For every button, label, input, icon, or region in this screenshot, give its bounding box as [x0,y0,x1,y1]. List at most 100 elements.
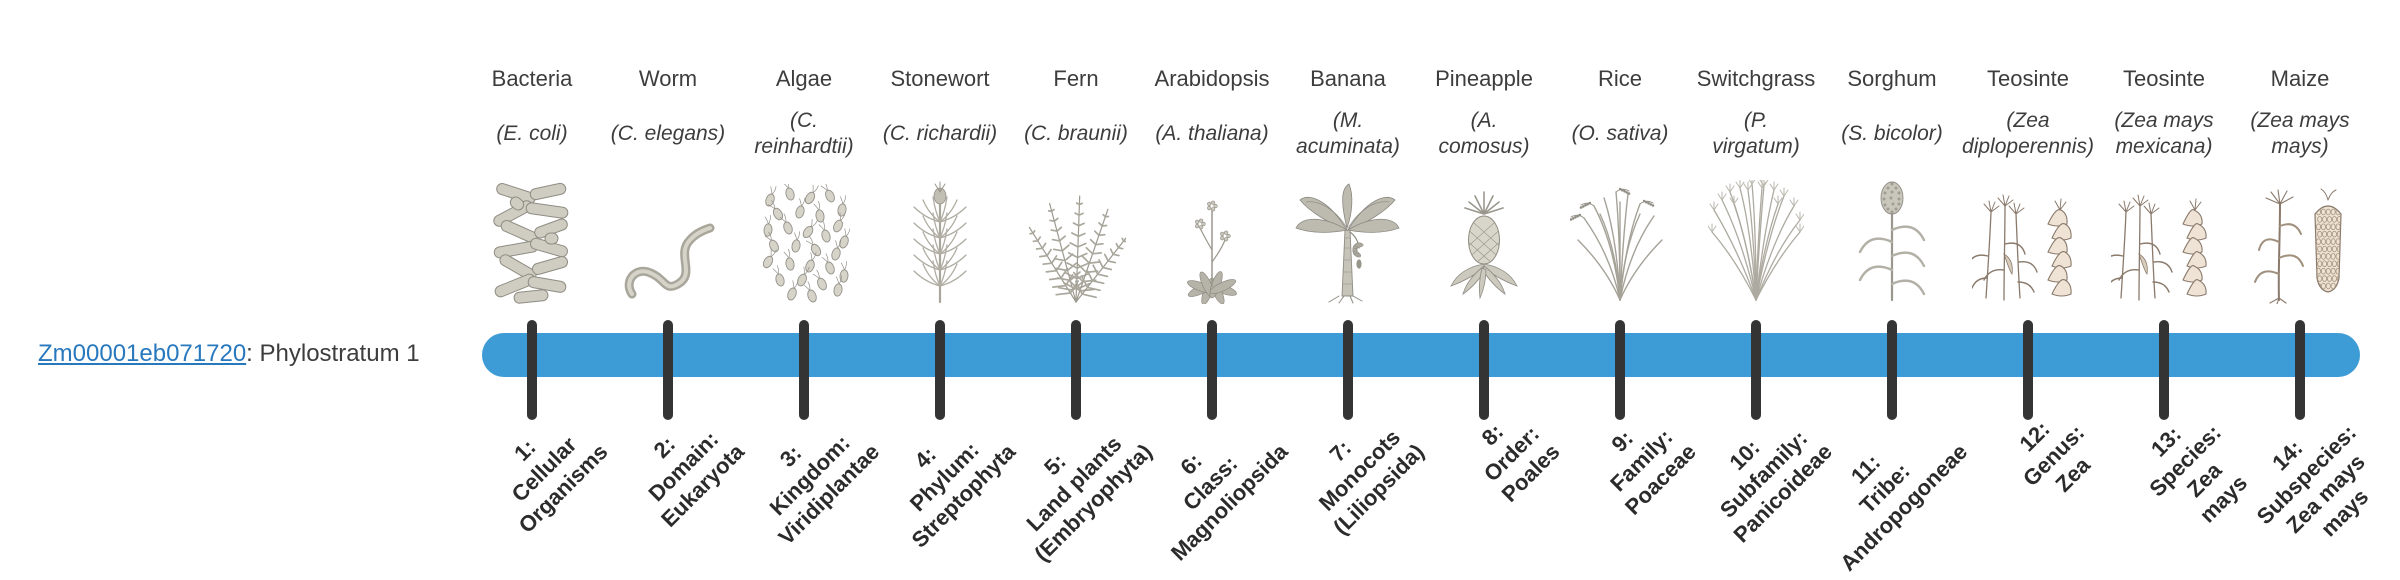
organism-name: Rice [1597,66,1642,91]
species-line: (Zea [2006,109,2050,132]
organism-species: (P. virgatum) [1676,102,1836,166]
species-line: (Zea mays [2250,109,2350,132]
organism-column: Bacteria (E. coli) [462,0,602,312]
stage-label: 6: Class: Magnoliopsida [1127,400,1293,566]
stage-label: 1: Cellular Organisms [475,400,614,539]
organism-species: (C. braunii) [996,102,1156,166]
species-line: (P. [1743,109,1769,132]
organism-species: (Zea diploperennis) [1948,102,2108,166]
banana-icon [1278,170,1418,304]
organism-species: (A. thaliana) [1132,102,1292,166]
organism-column: Fern (C. braunii) [1006,0,1146,312]
species-line: mexicana) [2115,135,2213,158]
organism-name: Sorghum [1847,66,1937,91]
organism-column: Banana (M. acuminata) [1278,0,1418,312]
gene-caption: Zm00001eb071720: Phylostratum 1 [38,340,420,368]
species-line: (C. braunii) [1024,122,1128,145]
species-line: (Zea mays [2114,109,2214,132]
organism-species: (C. elegans) [588,102,748,166]
species-line: (A. thaliana) [1155,122,1269,145]
stage-label: 7: Monocots (Liliopsida) [1289,400,1429,540]
timeline-tick [935,320,945,420]
organism-name: Bacteria [491,66,573,91]
species-line: reinhardtii) [754,135,854,158]
organism-name: Arabidopsis [1154,66,1270,91]
organism-column: Maize (Zea mays mays) [2230,0,2370,312]
organism-name: Banana [1310,66,1386,91]
species-line: (M. [1332,109,1364,132]
species-line: (C. elegans) [610,122,726,145]
organism-column: Arabidopsis (A. thaliana) [1142,0,1282,312]
organism-species: (S. bicolor) [1812,102,1972,166]
timeline-tick [2295,320,2305,420]
organism-species: (Zea mays mexicana) [2084,102,2244,166]
timeline-tick [527,320,537,420]
gene-link[interactable]: Zm00001eb071720 [38,340,247,367]
stage-label: 5: Land plants (Embryophyta) [990,400,1157,567]
species-line: (O. sativa) [1571,122,1669,145]
organism-column: Teosinte (Zea mays mexicana) [2094,0,2234,312]
organism-name: Maize [2270,66,2330,91]
species-line: (S. bicolor) [1841,122,1943,145]
organism-species: (M. acuminata) [1268,102,1428,166]
timeline-tick [2159,320,2169,420]
stage-label: 8: Order: Poales [1458,400,1565,507]
organism-species: (C. richardii) [860,102,1020,166]
timeline-tick [2023,320,2033,420]
organism-column: Teosinte (Zea diploperennis) [1958,0,2098,312]
maize-icon [2230,170,2370,304]
organism-name: Algae [775,66,833,91]
stage-label: 14: Subspecies: Zea mays mays [2232,400,2400,568]
stage-label: 12: Genus: Zea [1998,400,2109,511]
teosinte-mexicana-icon [2094,170,2234,304]
species-line: diploperennis) [1962,135,2094,158]
timeline-tick [1343,320,1353,420]
organism-species: (E. coli) [452,102,612,166]
organism-name: Pineapple [1435,66,1533,91]
species-line: virgatum) [1712,135,1800,158]
bacteria-icon [462,170,602,304]
pineapple-icon [1414,170,1554,304]
timeline-tick [1887,320,1897,420]
timeline-tick [799,320,809,420]
organism-column: Switchgrass (P. virgatum) [1686,0,1826,312]
species-line: mays) [2271,135,2329,158]
stage-label: 11: Tribe: Andropogoneae [1797,400,1974,577]
organism-name: Teosinte [1987,66,2069,91]
stage-label: 4: Phylum: Streptophyta [868,400,1021,553]
switchgrass-icon [1686,170,1826,304]
stage-label: 3: Kingdom: Viridiplantae [735,400,885,550]
timeline-tick [1615,320,1625,420]
timeline-tick [1479,320,1489,420]
species-line: (E. coli) [496,122,568,145]
organism-name: Switchgrass [1696,66,1816,91]
stonewort-icon [870,170,1010,304]
teosinte-diploperennis-icon [1958,170,2098,304]
sorghum-icon [1822,170,1962,304]
organism-species: (A. comosus) [1404,102,1564,166]
rice-icon [1550,170,1690,304]
organism-species: (Zea mays mays) [2220,102,2380,166]
organism-name: Worm [638,66,698,91]
organism-column: Pineapple (A. comosus) [1414,0,1554,312]
organism-column: Algae (C. reinhardtii) [734,0,874,312]
species-line: (C. richardii) [882,122,998,145]
species-line: (A. [1470,109,1498,132]
stage-label: 9: Family: Poaceae [1581,400,1701,520]
organism-column: Sorghum (S. bicolor) [1822,0,1962,312]
organism-column: Rice (O. sativa) [1550,0,1690,312]
organism-species: (O. sativa) [1540,102,1700,166]
stage-label: 13: Species: Zea mays [2124,400,2264,540]
algae-icon [734,170,874,304]
species-line: (C. [790,109,818,132]
fern-icon [1006,170,1146,304]
organism-name: Teosinte [2123,66,2205,91]
organism-column: Stonewort (C. richardii) [870,0,1010,312]
organism-column: Worm (C. elegans) [598,0,738,312]
timeline-tick [1071,320,1081,420]
organism-species: (C. reinhardtii) [724,102,884,166]
species-line: comosus) [1438,135,1530,158]
timeline-tick [1207,320,1217,420]
gene-caption-suffix: : Phylostratum 1 [246,340,420,367]
